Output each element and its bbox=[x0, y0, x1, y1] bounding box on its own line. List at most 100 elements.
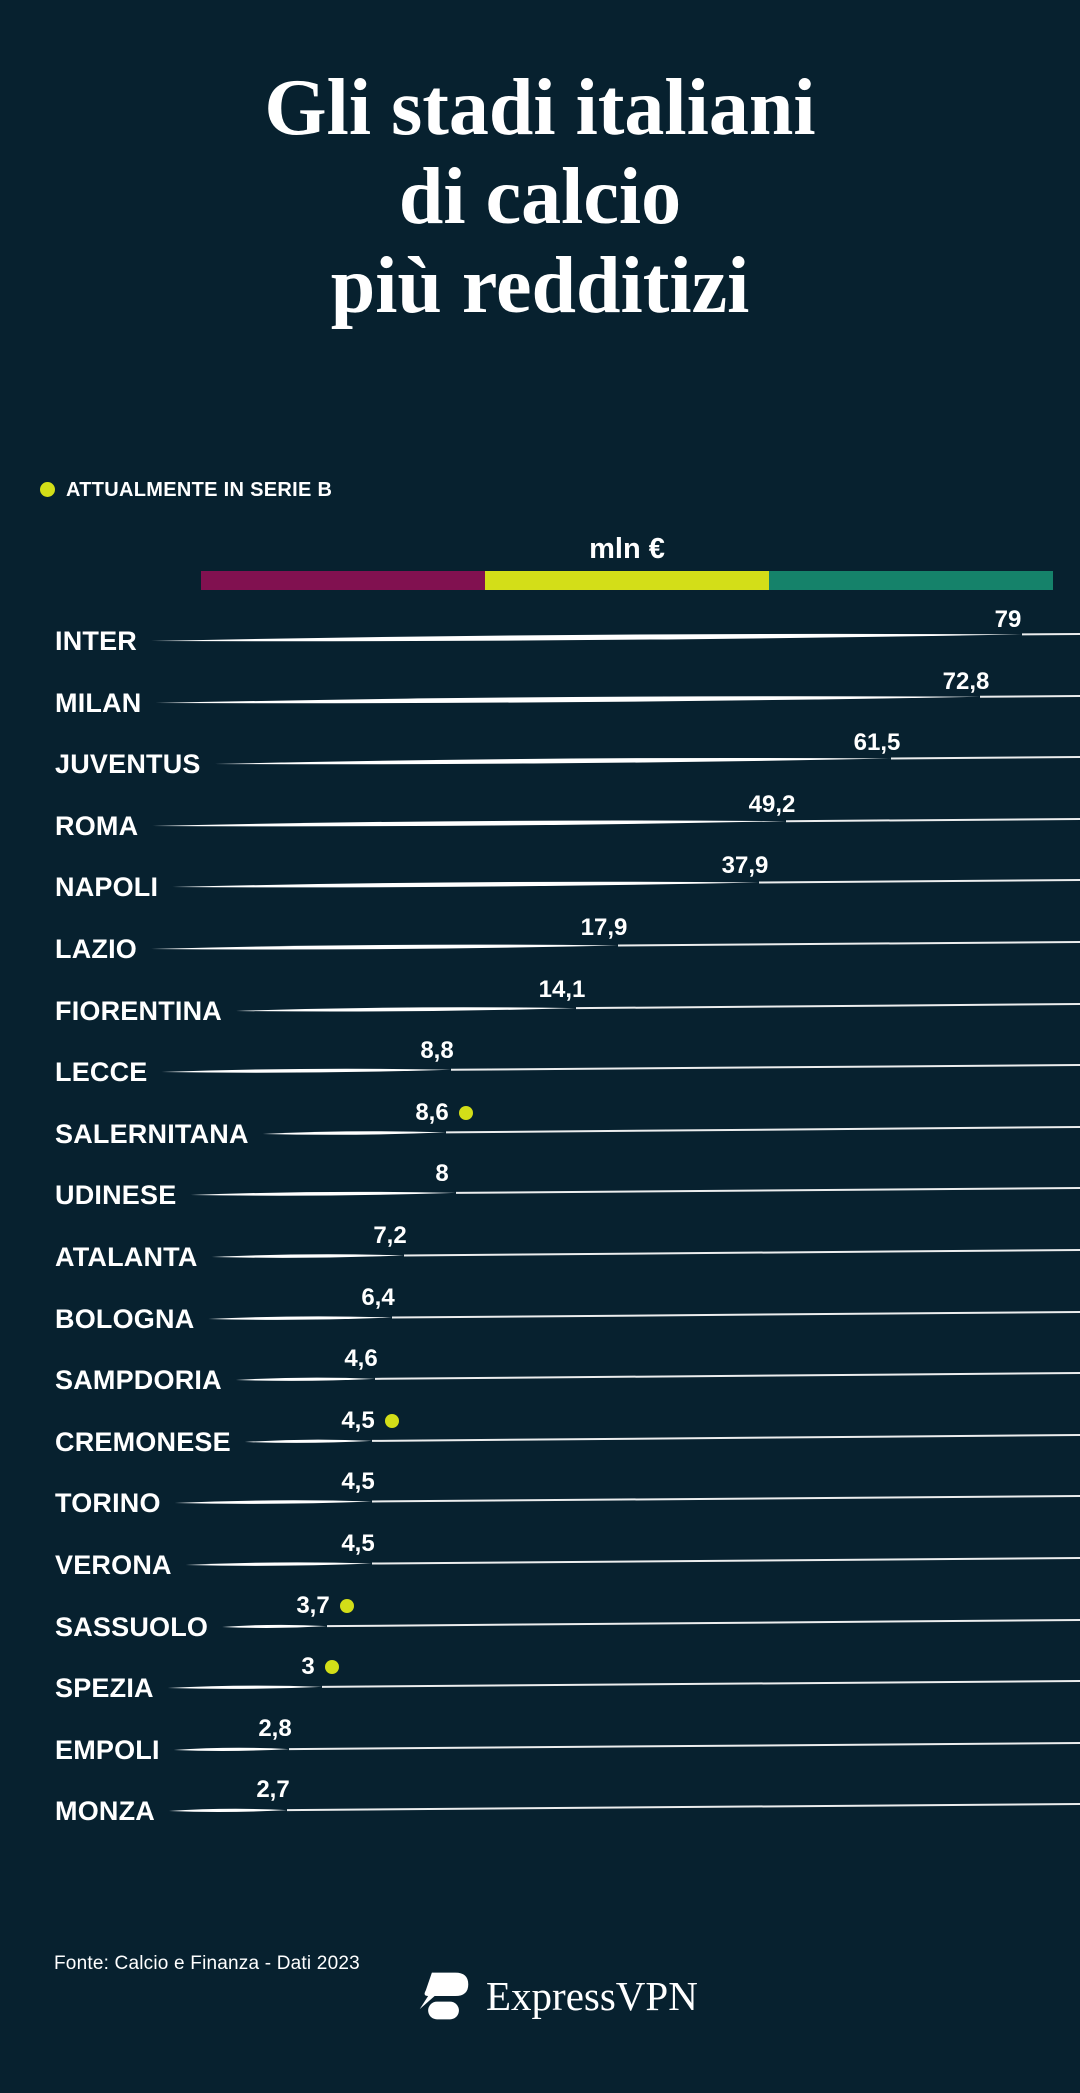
team-label: CREMONESE bbox=[55, 1427, 231, 1457]
serie-b-legend-dot-icon bbox=[40, 482, 55, 497]
brand-logo: ExpressVPN bbox=[416, 1966, 698, 2026]
value-label: 4,6 bbox=[344, 1345, 378, 1372]
bar-wedge bbox=[155, 696, 980, 704]
bar-tail-line bbox=[979, 695, 1080, 698]
value-label: 14,1 bbox=[538, 976, 586, 1003]
bar-wedge bbox=[168, 1808, 287, 1812]
value-label: 49,2 bbox=[748, 791, 796, 818]
team-label: UDINESE bbox=[55, 1180, 177, 1210]
bar-tail-line bbox=[391, 1311, 1080, 1319]
bar-tail-line bbox=[374, 1372, 1080, 1380]
team-label: SPEZIA bbox=[55, 1673, 154, 1703]
team-label: INTER bbox=[55, 626, 137, 656]
bar-tail-line bbox=[450, 1064, 1080, 1071]
scale-segment-teal bbox=[769, 571, 1053, 590]
bar-wedge bbox=[208, 1316, 392, 1320]
bar-line bbox=[214, 756, 1080, 765]
bar-wedge bbox=[151, 944, 618, 950]
value-label: 2,7 bbox=[256, 1776, 290, 1803]
value-label: 17,9 bbox=[580, 914, 628, 941]
bar-line bbox=[168, 1803, 1080, 1812]
bar-wedge bbox=[244, 1439, 372, 1443]
team-label: SASSUOLO bbox=[55, 1612, 209, 1642]
team-label: SALERNITANA bbox=[55, 1119, 249, 1149]
bar-line bbox=[173, 1742, 1080, 1751]
team-label: LECCE bbox=[55, 1057, 148, 1087]
serie-b-dot-icon bbox=[385, 1414, 399, 1428]
bar-line bbox=[235, 1372, 1080, 1381]
bar-line bbox=[222, 1619, 1080, 1628]
bar-tail-line bbox=[326, 1619, 1080, 1628]
team-label: VERONA bbox=[55, 1550, 172, 1580]
team-label: MILAN bbox=[55, 688, 142, 718]
bar-wedge bbox=[211, 1254, 404, 1258]
bar-line bbox=[185, 1557, 1080, 1566]
bar-wedge bbox=[222, 1624, 327, 1628]
bar-wedge bbox=[161, 1068, 451, 1073]
bar-wedge bbox=[185, 1562, 372, 1566]
team-label: SAMPDORIA bbox=[55, 1365, 222, 1395]
team-label: EMPOLI bbox=[55, 1735, 160, 1765]
value-label: 6,4 bbox=[361, 1284, 395, 1311]
bar-wedge bbox=[262, 1131, 446, 1135]
bar-line bbox=[151, 941, 1080, 950]
bar-line bbox=[151, 633, 1080, 642]
value-label: 7,2 bbox=[373, 1222, 407, 1249]
bar-wedge bbox=[190, 1191, 456, 1196]
legend-label: ATTUALMENTE IN SERIE B bbox=[66, 479, 333, 501]
bar-line bbox=[262, 1126, 1080, 1135]
bar-tail-line bbox=[890, 756, 1080, 760]
bar-line bbox=[174, 1495, 1080, 1504]
value-label: 8,6 bbox=[415, 1099, 449, 1126]
bar-line bbox=[152, 818, 1080, 827]
bar-wedge bbox=[236, 1007, 576, 1012]
bar-wedge bbox=[172, 881, 759, 888]
bar-wedge bbox=[151, 633, 1022, 642]
value-label: 61,5 bbox=[853, 729, 901, 756]
bar-tail-line bbox=[403, 1249, 1080, 1257]
value-label: 8,8 bbox=[420, 1037, 454, 1064]
bar-tail-line bbox=[575, 1003, 1080, 1010]
unit-label: mln € bbox=[589, 533, 665, 565]
bar-wedge bbox=[214, 757, 891, 765]
bar-wedge bbox=[152, 820, 786, 827]
value-label: 4,5 bbox=[341, 1468, 375, 1495]
bar-wedge bbox=[167, 1685, 322, 1689]
bar-tail-line bbox=[286, 1803, 1080, 1812]
scale-segment-magenta bbox=[201, 571, 485, 590]
bar-wedge bbox=[174, 1500, 372, 1504]
bar-tail-line bbox=[785, 818, 1080, 823]
team-label: NAPOLI bbox=[55, 872, 159, 902]
team-label: FIORENTINA bbox=[55, 996, 222, 1026]
value-label: 8 bbox=[435, 1160, 449, 1187]
bar-wedge bbox=[235, 1377, 375, 1381]
team-label: ROMA bbox=[55, 811, 139, 841]
page-title-line2: di calcio bbox=[398, 153, 682, 241]
bar-tail-line bbox=[758, 879, 1080, 884]
bar-line bbox=[211, 1249, 1080, 1258]
value-label: 4,5 bbox=[341, 1407, 375, 1434]
value-label: 2,8 bbox=[258, 1715, 292, 1742]
page-title: Gli stadi italiani di calcio più redditi… bbox=[0, 64, 1080, 331]
scale-color-bar bbox=[201, 571, 1053, 590]
serie-b-dot-icon bbox=[340, 1599, 354, 1613]
value-label: 37,9 bbox=[721, 852, 769, 879]
bar-line bbox=[167, 1680, 1080, 1689]
value-label: 3,7 bbox=[296, 1592, 330, 1619]
bar-tail-line bbox=[455, 1187, 1080, 1194]
team-label: MONZA bbox=[55, 1796, 155, 1826]
value-label: 72,8 bbox=[942, 668, 990, 695]
value-label: 3 bbox=[301, 1653, 315, 1680]
bar-line bbox=[161, 1064, 1080, 1073]
bar-tail-line bbox=[321, 1680, 1080, 1688]
expressvpn-icon bbox=[419, 1972, 469, 2020]
page-title-line1: Gli stadi italiani bbox=[264, 64, 816, 152]
serie-b-dot-icon bbox=[459, 1106, 473, 1120]
value-label: 79 bbox=[994, 606, 1022, 633]
bar-line bbox=[172, 879, 1080, 888]
bar-tail-line bbox=[371, 1434, 1080, 1442]
bar-tail-line bbox=[617, 941, 1080, 947]
team-label: ATALANTA bbox=[55, 1242, 198, 1272]
